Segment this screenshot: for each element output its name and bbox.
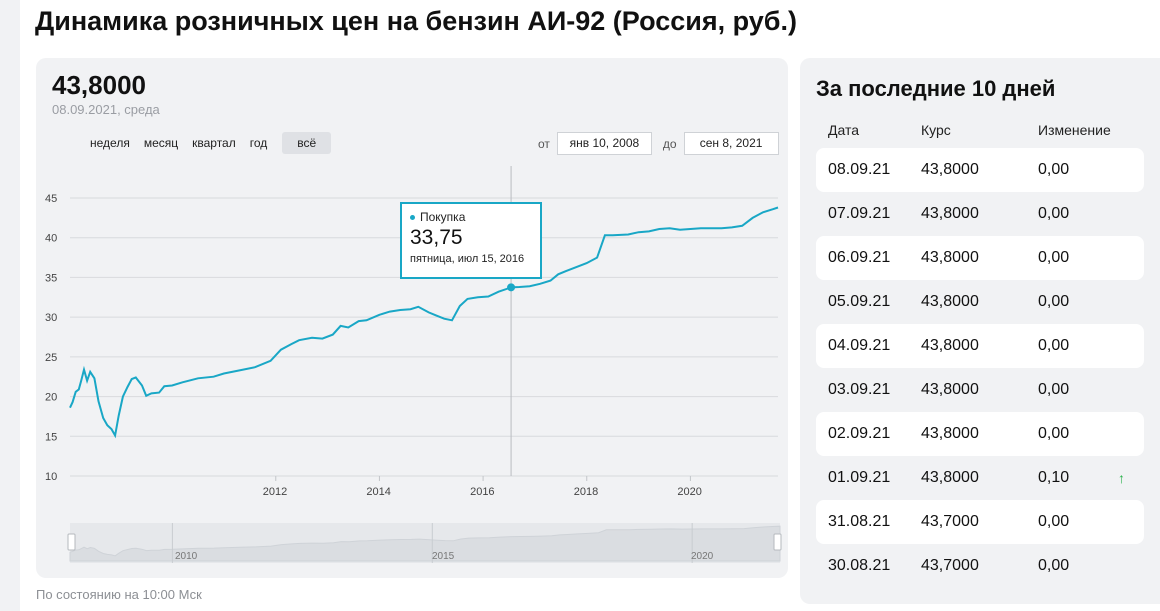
- range-from-input[interactable]: янв 10, 2008: [556, 132, 652, 155]
- row-change: 0,00: [1038, 337, 1070, 354]
- row-rate: 43,8000: [921, 469, 979, 486]
- row-rate: 43,8000: [921, 381, 979, 398]
- row-rate: 43,8000: [921, 293, 979, 310]
- row-change: 0,00: [1038, 293, 1070, 310]
- row-rate: 43,8000: [921, 425, 979, 442]
- navigator[interactable]: 2010 2015 2020: [67, 523, 782, 563]
- range-to-label: до: [662, 136, 677, 151]
- navigator-left-handle[interactable]: [67, 533, 76, 551]
- period-month-button[interactable]: месяц: [143, 136, 179, 150]
- y-tick-label: 10: [45, 471, 57, 483]
- chart-tooltip: Покупка 33,75 пятница, июл 15, 2016: [400, 202, 542, 279]
- table-row: 31.08.21 43,7000 0,00: [816, 500, 1144, 544]
- rates-table-body: 08.09.21 43,8000 0,00 07.09.21 43,8000 0,00 06…: [816, 148, 1144, 588]
- row-date: 03.09.21: [828, 381, 891, 398]
- tooltip-date: пятница, июл 15, 2016: [410, 253, 525, 265]
- x-tick-label: 2020: [677, 486, 701, 498]
- x-tick-label: 2018: [574, 486, 598, 498]
- row-change: 0,00: [1038, 513, 1070, 530]
- row-change: 0,00: [1038, 205, 1070, 222]
- row-date: 01.09.21: [828, 469, 891, 486]
- left-rail: [0, 0, 20, 611]
- y-tick-label: 35: [45, 272, 57, 284]
- row-date: 02.09.21: [828, 425, 891, 442]
- series-dot-icon: [410, 214, 415, 220]
- tooltip-series: Покупка: [410, 210, 532, 224]
- navigator-label-2010: 2010: [175, 551, 198, 562]
- range-to-input[interactable]: сен 8, 2021: [683, 132, 779, 155]
- period-year-button[interactable]: год: [249, 136, 268, 150]
- row-date: 30.08.21: [828, 557, 891, 574]
- tooltip-value: 33,75: [410, 226, 463, 249]
- y-tick-label: 15: [45, 431, 57, 443]
- period-selector: неделя месяц квартал год всё: [83, 132, 332, 154]
- row-date: 08.09.21: [828, 161, 891, 178]
- column-header-date: Дата: [828, 122, 860, 138]
- x-axis: 2012 2014 2016 2018 2020: [263, 476, 702, 498]
- table-row: 08.09.21 43,8000 0,00: [816, 148, 1144, 192]
- row-rate: 43,7000: [921, 557, 979, 574]
- table-row: 01.09.21 43,8000 0,10 ↑: [816, 456, 1144, 500]
- page-title: Динамика розничных цен на бензин АИ-92 (…: [35, 6, 797, 36]
- current-date: 08.09.2021, среда: [52, 102, 160, 117]
- price-chart[interactable]: 10 15 20 25 30 35 40 45 2012 2014 2016 2018 2020 20…: [36, 58, 788, 578]
- table-row: 03.09.21 43,8000 0,00: [816, 368, 1144, 412]
- chart-panel: 43,8000 08.09.2021, среда неделя месяц к…: [36, 58, 788, 578]
- x-tick-label: 2012: [263, 486, 287, 498]
- row-date: 07.09.21: [828, 205, 891, 222]
- table-row: 04.09.21 43,8000 0,00: [816, 324, 1144, 368]
- navigator-year-lines: [171, 523, 693, 563]
- chart-grid: 10 15 20 25 30 35 40 45: [45, 193, 778, 483]
- x-tick-label: 2014: [366, 486, 390, 498]
- column-header-change: Изменение: [1038, 122, 1111, 138]
- row-change: 0,00: [1038, 557, 1070, 574]
- table-title: За последние 10 дней: [816, 76, 1056, 101]
- row-date: 05.09.21: [828, 293, 891, 310]
- period-week-button[interactable]: неделя: [90, 136, 130, 150]
- navigator-label-2020: 2020: [691, 551, 714, 562]
- x-tick-label: 2016: [470, 486, 494, 498]
- table-row: 30.08.21 43,7000 0,00: [816, 544, 1144, 588]
- row-change: 0,00: [1038, 425, 1070, 442]
- y-tick-label: 40: [45, 233, 57, 245]
- row-change: 0,10: [1038, 469, 1070, 486]
- y-tick-label: 20: [45, 392, 57, 404]
- table-row: 06.09.21 43,8000 0,00: [816, 236, 1144, 280]
- row-rate: 43,8000: [921, 205, 979, 222]
- row-change: 0,00: [1038, 381, 1070, 398]
- navigator-right-handle[interactable]: [773, 533, 782, 551]
- date-range: от янв 10, 2008 до сен 8, 2021: [538, 132, 779, 155]
- period-all-button[interactable]: всё: [282, 132, 332, 154]
- row-date: 31.08.21: [828, 513, 891, 530]
- navigator-area: [69, 525, 781, 562]
- table-row: 05.09.21 43,8000 0,00: [816, 280, 1144, 324]
- y-tick-label: 30: [45, 312, 57, 324]
- current-value: 43,8000: [52, 70, 146, 100]
- range-from-label: от: [538, 136, 550, 151]
- row-date: 04.09.21: [828, 337, 891, 354]
- y-tick-label: 45: [45, 193, 57, 205]
- period-quarter-button[interactable]: квартал: [192, 136, 236, 150]
- row-rate: 43,8000: [921, 337, 979, 354]
- row-date: 06.09.21: [828, 249, 891, 266]
- row-rate: 43,8000: [921, 249, 979, 266]
- navigator-label-2015: 2015: [432, 551, 455, 562]
- column-header-rate: Курс: [921, 122, 951, 138]
- status-note: По состоянию на 10:00 Мск: [36, 587, 202, 602]
- table-row: 07.09.21 43,8000 0,00: [816, 192, 1144, 236]
- row-change: 0,00: [1038, 161, 1070, 178]
- arrow-up-icon: ↑: [1118, 470, 1125, 486]
- y-tick-label: 25: [45, 352, 57, 364]
- row-change: 0,00: [1038, 249, 1070, 266]
- row-rate: 43,8000: [921, 161, 979, 178]
- table-row: 02.09.21 43,8000 0,00: [816, 412, 1144, 456]
- highlight-point: [507, 283, 516, 292]
- row-rate: 43,7000: [921, 513, 979, 530]
- series-line-purchase: [69, 206, 779, 439]
- recent-rates-panel: За последние 10 дней Дата Курс Изменение…: [800, 58, 1160, 604]
- tooltip-series-name: Покупка: [420, 210, 466, 224]
